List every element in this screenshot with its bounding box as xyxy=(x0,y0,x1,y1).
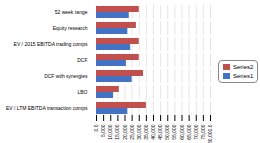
svg-text:EV / LTM EBITDA transaction co: EV / LTM EBITDA transaction comps xyxy=(6,105,88,111)
svg-text:DCF with synergies: DCF with synergies xyxy=(44,73,88,79)
svg-text:52 week range: 52 week range xyxy=(55,9,88,15)
svg-text:35,000: 35,000 xyxy=(143,124,149,140)
svg-text:15,000: 15,000 xyxy=(114,124,120,140)
svg-text:60,000: 60,000 xyxy=(179,124,185,140)
svg-text:55,000: 55,000 xyxy=(171,124,177,140)
svg-text:25,000: 25,000 xyxy=(129,124,135,140)
svg-text:50,000: 50,000 xyxy=(164,124,170,140)
svg-text:70,000: 70,000 xyxy=(193,124,199,140)
svg-text:75,000: 75,000 xyxy=(200,124,206,140)
svg-text:EV / 2015 EBITDA trading comps: EV / 2015 EBITDA trading comps xyxy=(14,41,88,47)
svg-text:30,000: 30,000 xyxy=(136,124,142,140)
html-text:Series2: Series2 xyxy=(233,64,254,70)
svg-text:LBO: LBO xyxy=(77,89,87,95)
svg-text:5,000: 5,000 xyxy=(100,124,106,137)
html-text:Series1: Series1 xyxy=(233,73,254,79)
svg-text:65,000: 65,000 xyxy=(186,124,192,140)
svg-text:20,000: 20,000 xyxy=(122,124,128,140)
svg-text:Equity research: Equity research xyxy=(53,25,88,31)
svg-text:45,000: 45,000 xyxy=(157,124,163,140)
svg-text:40,000: 40,000 xyxy=(150,124,156,140)
svg-text:0.0: 0.0 xyxy=(93,124,99,131)
svg-text:10,000: 10,000 xyxy=(107,124,113,140)
svg-text:80,000.0: 80,000.0 xyxy=(207,124,213,143)
svg-text:DCF: DCF xyxy=(77,57,87,63)
